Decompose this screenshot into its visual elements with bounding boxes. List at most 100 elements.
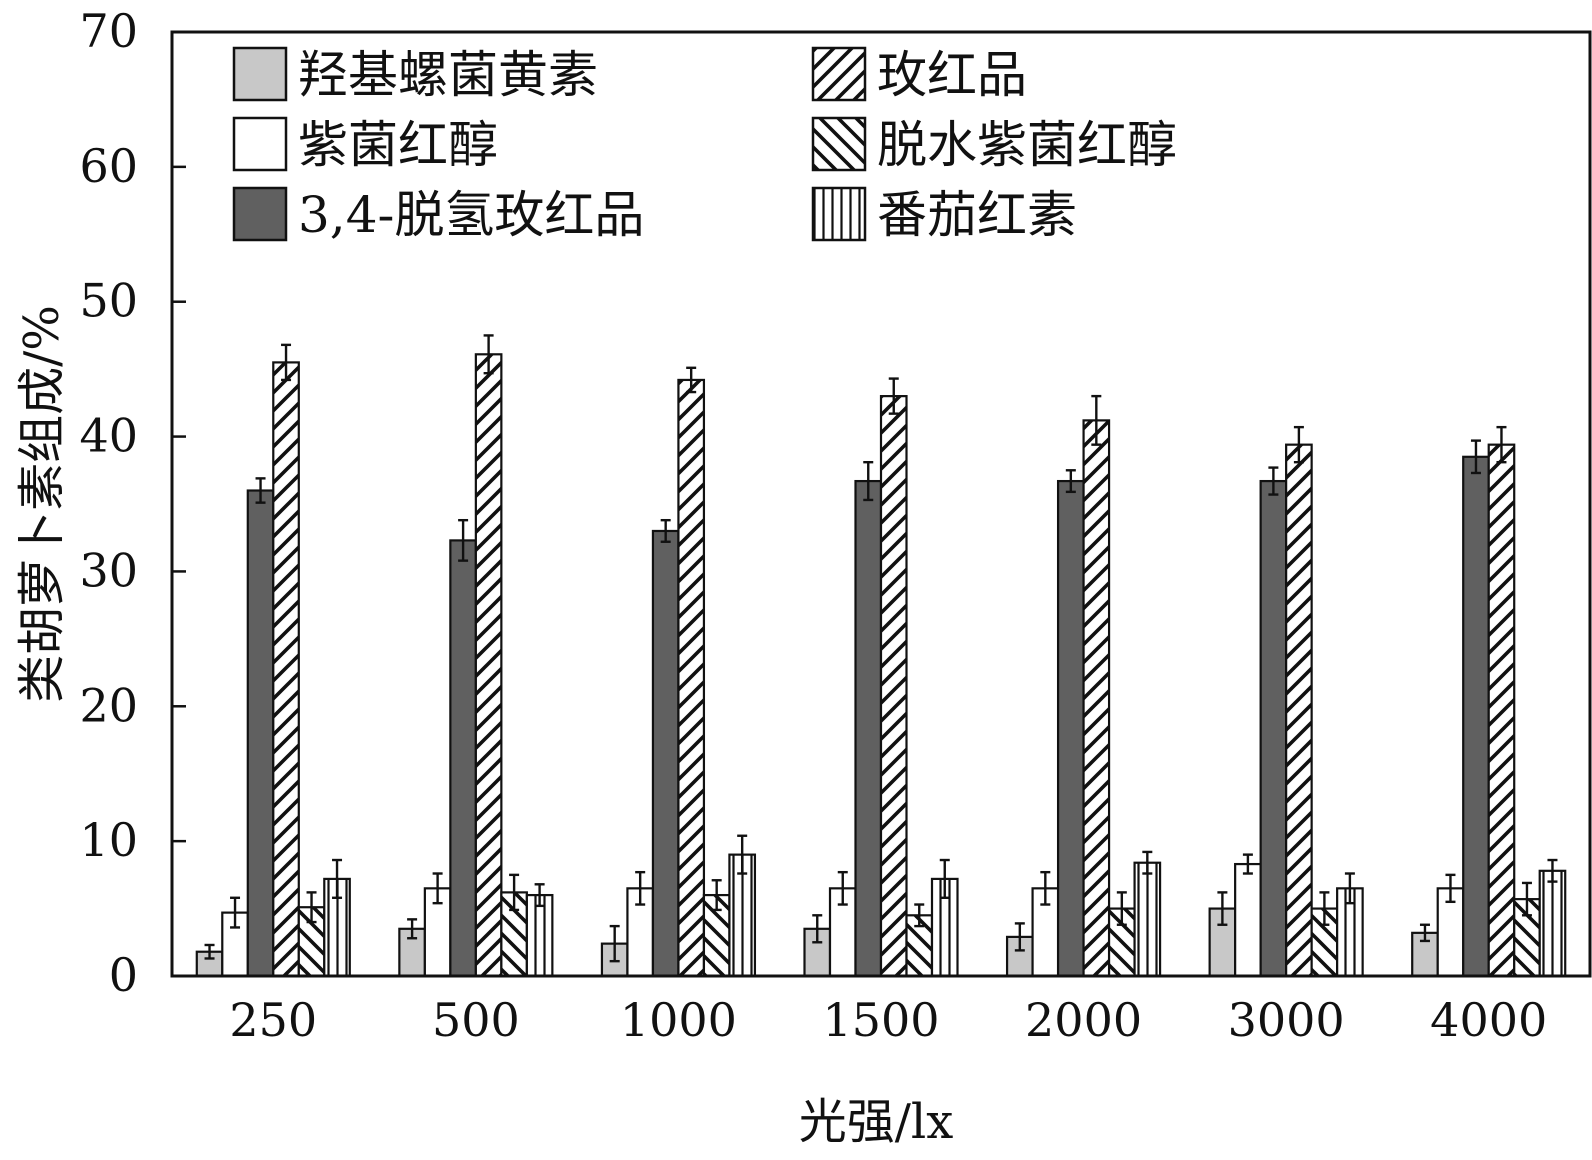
- x-tick-label-500: 500: [432, 993, 520, 1047]
- bar-s6-500: [525, 893, 554, 978]
- error-bar-s1-1000: [609, 924, 620, 963]
- error-bar-s1-2000: [1014, 922, 1025, 952]
- y-tick-label-10: 10: [79, 813, 138, 867]
- error-bar-s2-1500: [837, 870, 848, 906]
- bar-s6-4000: [1538, 869, 1567, 978]
- legend-swatch-3: [232, 186, 288, 242]
- error-bar-s1-1500: [812, 914, 823, 944]
- x-tick-label-3000: 3000: [1228, 993, 1345, 1047]
- bar-s3-3000: [1259, 479, 1288, 978]
- bar-s4-1500: [879, 395, 908, 978]
- y-tick-label-20: 20: [79, 678, 138, 732]
- error-bar-s3-4000: [1470, 439, 1481, 475]
- error-bar-s3-250: [255, 477, 266, 504]
- bar-s4-2000: [1082, 419, 1111, 978]
- x-tick-label-1500: 1500: [822, 993, 939, 1047]
- error-bar-s3-500: [458, 518, 469, 562]
- error-bar-s2-4000: [1445, 873, 1456, 904]
- bar-s3-500: [449, 539, 477, 978]
- plot-frame: [170, 30, 1592, 978]
- legend-swatch-4: [811, 46, 867, 102]
- y-axis-label: 类胡萝卜素组成/%: [14, 305, 70, 703]
- bar-s6-2000: [1133, 861, 1162, 978]
- error-bar-s4-250: [281, 343, 292, 382]
- legend-item-5: 脱水紫菌红醇: [811, 116, 1177, 174]
- x-tick-label-1000: 1000: [620, 993, 737, 1047]
- legend-item-6: 番茄红素: [811, 186, 1077, 244]
- legend-item-1: 羟基螺菌黄素: [232, 46, 598, 104]
- legend-label-1: 羟基螺菌黄素: [298, 46, 598, 104]
- bar-s4-4000: [1487, 443, 1516, 978]
- error-bar-s5-250: [306, 891, 317, 924]
- error-bar-s3-3000: [1268, 466, 1279, 496]
- bars-layer: [195, 353, 1567, 978]
- error-bar-s3-2000: [1065, 469, 1076, 494]
- error-bar-s6-2000: [1142, 850, 1153, 875]
- error-bar-s6-250: [332, 858, 343, 899]
- x-axis-ticks: 250 500 1000 1500 2000 3000 4000: [229, 993, 1547, 1047]
- bar-s4-500: [474, 353, 503, 978]
- x-tick-label-4000: 4000: [1430, 993, 1547, 1047]
- error-bar-s3-1500: [863, 460, 874, 502]
- error-bar-s1-500: [407, 918, 418, 940]
- y-tick-label-70: 70: [79, 4, 138, 58]
- error-bar-s1-3000: [1217, 891, 1228, 926]
- error-bar-s5-1000: [711, 879, 722, 912]
- legend-label-4: 玫红品: [877, 46, 1027, 104]
- y-tick-label-30: 30: [79, 543, 138, 597]
- y-tick-label-0: 0: [109, 948, 138, 1002]
- bar-s4-1000: [677, 378, 706, 978]
- legend-item-2: 紫菌红醇: [232, 116, 498, 174]
- error-bar-s5-1500: [914, 903, 925, 928]
- bar-s3-2000: [1056, 479, 1085, 978]
- error-bar-s4-500: [483, 334, 494, 375]
- x-tick-label-250: 250: [229, 993, 317, 1047]
- legend-label-5: 脱水紫菌红醇: [877, 116, 1177, 174]
- error-bar-s4-3000: [1293, 425, 1304, 464]
- error-bar-s1-250: [204, 943, 215, 960]
- error-bar-s5-4000: [1521, 881, 1532, 917]
- error-bar-s4-2000: [1091, 394, 1102, 446]
- error-bar-s4-1000: [686, 366, 697, 394]
- y-axis-ticks: 0 10 20 30 40 50 60 70: [79, 4, 186, 1002]
- bar-s3-4000: [1462, 455, 1490, 978]
- legend-item-4: 玫红品: [811, 46, 1027, 104]
- error-bar-s1-4000: [1419, 923, 1430, 943]
- legend-item-3: 3,4-脱氢玫红品: [232, 186, 644, 244]
- error-bar-s2-2000: [1040, 870, 1051, 906]
- error-bar-s6-500: [534, 883, 545, 908]
- legend-swatch-6: [811, 186, 867, 242]
- bar-s3-250: [246, 489, 275, 978]
- error-bar-s6-4000: [1547, 858, 1558, 883]
- x-tick-label-2000: 2000: [1025, 993, 1142, 1047]
- x-axis-label: 光强/lx: [799, 1094, 954, 1150]
- error-bars-layer: [204, 334, 1558, 963]
- legend-swatch-1: [232, 46, 288, 102]
- legend-swatch-2: [232, 116, 288, 172]
- error-bar-s5-3000: [1319, 891, 1330, 926]
- bar-s3-1000: [651, 529, 680, 978]
- legend-label-2: 紫菌红醇: [298, 116, 498, 174]
- y-tick-label-50: 50: [79, 274, 138, 328]
- error-bar-s3-1000: [660, 518, 671, 543]
- error-bar-s6-3000: [1344, 872, 1355, 905]
- error-bar-s2-250: [230, 896, 241, 929]
- y-tick-label-60: 60: [79, 139, 138, 193]
- error-bar-s6-1500: [939, 858, 950, 899]
- bar-s3-1500: [854, 479, 883, 978]
- error-bar-s4-4000: [1496, 425, 1507, 464]
- legend-swatch-5: [811, 116, 867, 172]
- error-bar-s2-500: [432, 872, 443, 905]
- bar-s4-3000: [1285, 443, 1313, 978]
- y-tick-label-40: 40: [79, 409, 138, 463]
- error-bar-s6-1000: [737, 834, 748, 875]
- legend-label-6: 番茄红素: [877, 186, 1077, 244]
- error-bar-s2-1000: [635, 870, 646, 906]
- error-bar-s4-1500: [888, 377, 899, 415]
- bar-s5-1500: [905, 914, 934, 978]
- error-bar-s5-500: [509, 873, 520, 912]
- legend-label-3: 3,4-脱氢玫红品: [298, 186, 644, 244]
